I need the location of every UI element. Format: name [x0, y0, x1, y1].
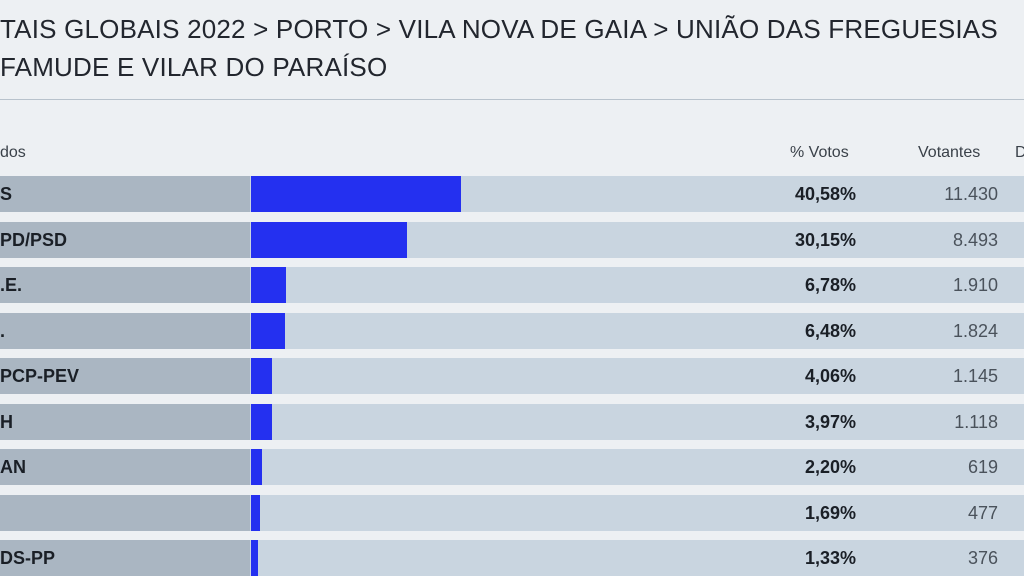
voters-value: 1.118 [954, 411, 998, 432]
table-row[interactable]: S 40,58% 11.430 [0, 176, 1024, 212]
percent-votes-value: 40,58% [794, 184, 856, 204]
voters-value: 376 [967, 548, 998, 568]
table-row[interactable]: . 6,48% 1.824 [0, 312, 1024, 349]
vote-share-bar [251, 494, 260, 531]
percent-votes-value: 1,69% [804, 502, 856, 523]
party-name-cell: AN [0, 449, 250, 485]
percent-votes-value: 4,06% [804, 366, 856, 386]
party-name-cell: . [0, 312, 250, 349]
party-name-cell: S [0, 176, 250, 212]
vote-share-bar [251, 221, 408, 258]
header-voters[interactable]: Votantes [918, 144, 981, 161]
party-name: PD/PSD [0, 229, 68, 250]
percent-votes-value: 6,48% [804, 320, 856, 341]
voters-value: 1.145 [952, 366, 998, 386]
party-name: DS-PP [0, 548, 56, 568]
party-name-cell: .E. [0, 267, 250, 303]
voters-value: 619 [967, 457, 998, 477]
party-name: .E. [0, 275, 23, 295]
vote-share-bar [251, 312, 285, 349]
percent-votes-value: 30,15% [794, 229, 856, 250]
table-row[interactable]: .E. 6,78% 1.910 [0, 267, 1024, 303]
voters-value: 1.910 [952, 275, 998, 295]
percent-votes-value: 6,78% [804, 275, 856, 295]
table-row[interactable]: H 3,97% 1.118 [0, 403, 1024, 440]
vote-share-bar [251, 540, 258, 576]
voters-value: 11.430 [944, 184, 998, 204]
page-title-line-1: TAIS GLOBAIS 2022 > PORTO > VILA NOVA DE… [0, 14, 998, 44]
party-name: H [0, 411, 13, 432]
title-divider [0, 99, 1024, 100]
percent-votes-value: 3,97% [804, 411, 856, 432]
vote-share-bar [251, 449, 263, 485]
table-row[interactable]: PD/PSD 30,15% 8.493 [0, 221, 1024, 258]
party-name: S [0, 184, 13, 204]
voters-value: 1.824 [952, 320, 998, 341]
page-title: TAIS GLOBAIS 2022 > PORTO > VILA NOVA DE… [0, 10, 1024, 86]
results-table-header: dos % Votos Votantes D [0, 142, 1024, 166]
page-title-line-2: FAMUDE E VILAR DO PARAÍSO [0, 52, 388, 82]
vote-share-bar [251, 358, 272, 394]
vote-share-bar [251, 176, 461, 212]
party-name: PCP-PEV [0, 366, 80, 386]
vote-share-bar [251, 267, 287, 303]
header-next-column[interactable]: D [1015, 144, 1024, 161]
party-name-cell: PD/PSD [0, 221, 250, 258]
header-party: dos [0, 144, 26, 161]
table-row[interactable]: 1,69% 477 [0, 494, 1024, 531]
voters-value: 477 [967, 502, 998, 523]
table-row[interactable]: AN 2,20% 619 [0, 449, 1024, 485]
party-name-cell: PCP-PEV [0, 358, 250, 394]
party-name: AN [0, 457, 26, 477]
percent-votes-value: 2,20% [804, 457, 856, 477]
party-name-cell: DS-PP [0, 540, 250, 576]
party-name: . [0, 320, 6, 341]
table-row[interactable]: PCP-PEV 4,06% 1.145 [0, 358, 1024, 394]
vote-share-bar [251, 403, 272, 440]
header-percent-votes[interactable]: % Votos [790, 144, 849, 161]
voters-value: 8.493 [952, 229, 998, 250]
table-row[interactable]: DS-PP 1,33% 376 [0, 540, 1024, 576]
party-name-cell: H [0, 403, 250, 440]
percent-votes-value: 1,33% [804, 548, 856, 568]
party-name-cell [0, 494, 250, 531]
